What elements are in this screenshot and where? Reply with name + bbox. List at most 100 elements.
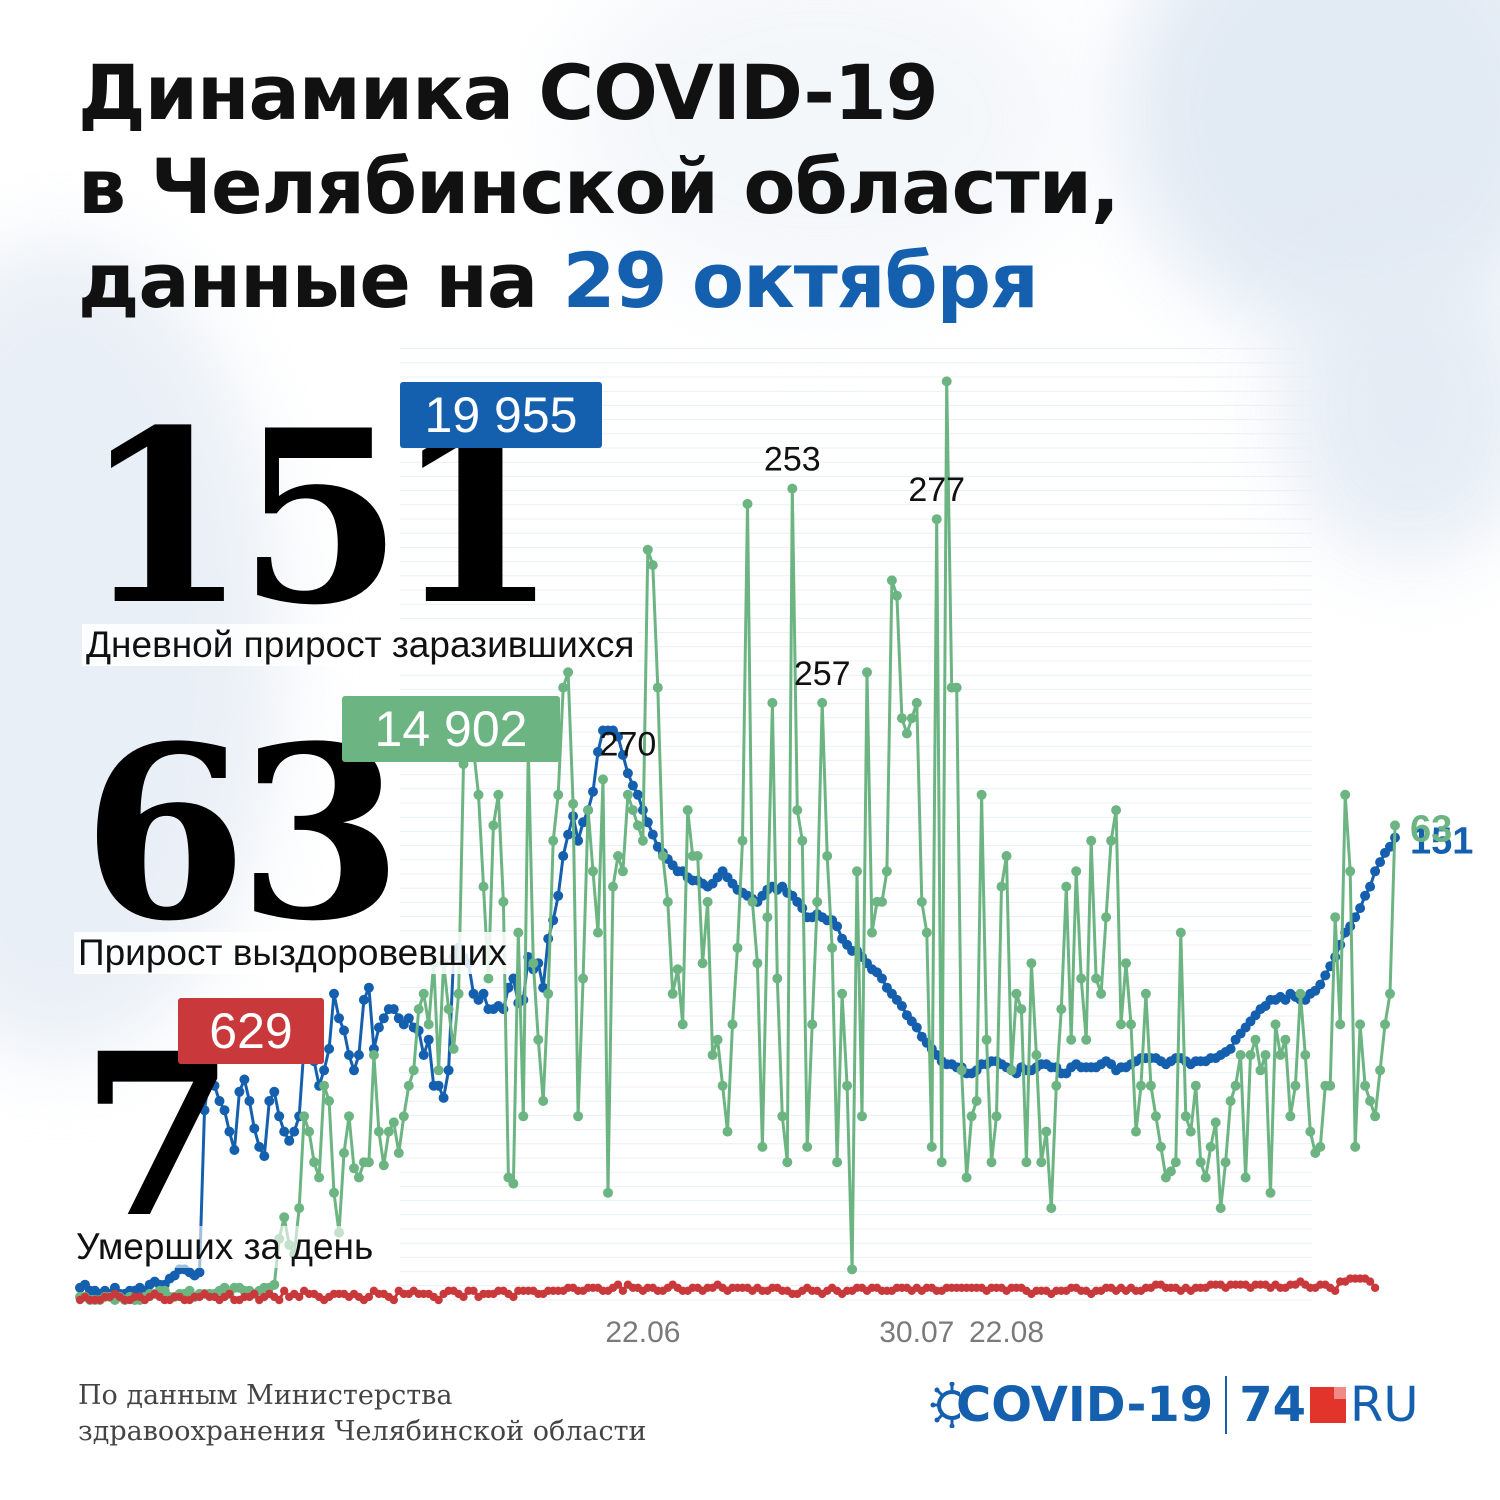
data-point (1106, 835, 1117, 846)
data-point (732, 942, 743, 953)
data-point (448, 1043, 459, 1054)
data-point (459, 1292, 468, 1302)
data-point (1051, 1080, 1062, 1091)
data-point (339, 1148, 349, 1158)
title-date: 29 октября (562, 236, 1039, 325)
data-point (1150, 1111, 1161, 1122)
data-point (513, 927, 524, 938)
data-point (627, 805, 638, 816)
data-point (1140, 988, 1151, 999)
data-point (373, 1022, 384, 1033)
data-point (1295, 988, 1306, 999)
data-point (1355, 1019, 1366, 1030)
data-point (553, 890, 564, 901)
data-point (453, 988, 464, 999)
data-point (857, 1111, 867, 1122)
data-point (1240, 1172, 1251, 1183)
data-point (627, 780, 638, 791)
data-point (214, 1096, 225, 1106)
data-point (225, 1289, 234, 1299)
logo-covid: COVID-19 (956, 1377, 1214, 1433)
data-point (1170, 1157, 1181, 1168)
data-point (1006, 1065, 1017, 1076)
data-point (802, 1141, 813, 1152)
data-point (797, 835, 808, 846)
data-point (349, 1065, 359, 1076)
data-point (1255, 1065, 1266, 1076)
data-point (1136, 1080, 1146, 1091)
data-point (299, 1111, 310, 1122)
data-point (697, 958, 708, 969)
data-point (259, 1151, 270, 1162)
data-point (1081, 1034, 1092, 1045)
data-point (509, 1292, 518, 1302)
data-point (727, 1019, 738, 1030)
data-point (1111, 805, 1122, 816)
data-point (652, 682, 663, 693)
data-point (388, 1117, 399, 1128)
data-point (593, 746, 603, 757)
data-point (1001, 851, 1012, 861)
peak-label: 253 (764, 441, 821, 479)
data-point (1370, 866, 1381, 877)
data-point (1360, 890, 1371, 901)
data-point (817, 697, 828, 708)
data-point (1066, 1034, 1077, 1045)
series-0 (75, 725, 1400, 1299)
data-point (234, 1086, 245, 1097)
data-point (250, 1289, 259, 1299)
logo-divider (1225, 1376, 1228, 1434)
data-point (543, 988, 554, 999)
data-point (677, 1019, 688, 1030)
data-point (1325, 1080, 1336, 1091)
data-point (443, 1065, 454, 1076)
data-point (782, 1157, 793, 1168)
logo-ru: RU (1350, 1377, 1419, 1433)
data-point (613, 851, 623, 861)
data-point (722, 1126, 733, 1137)
data-point (1375, 857, 1386, 868)
virus-icon (930, 1382, 960, 1428)
data-point (403, 1080, 414, 1091)
data-point (637, 835, 648, 846)
data-point (279, 1212, 290, 1223)
data-point (1046, 1203, 1057, 1214)
data-point (617, 866, 628, 877)
data-point (249, 1123, 260, 1134)
data-point (1026, 958, 1037, 969)
data-point (319, 1080, 330, 1091)
data-point (1250, 1034, 1261, 1045)
data-point (324, 1043, 335, 1054)
data-point (632, 820, 643, 831)
data-point (244, 1096, 255, 1106)
data-point (1385, 988, 1395, 999)
data-point (363, 982, 374, 993)
data-point (408, 1065, 419, 1076)
data-point (593, 927, 603, 938)
data-point (642, 544, 653, 555)
deaths-label: Умерших за день (72, 1226, 378, 1268)
data-point (294, 1203, 305, 1214)
data-point (543, 933, 554, 944)
data-point (578, 973, 589, 984)
data-point (1390, 820, 1400, 831)
data-point (578, 817, 589, 828)
data-point (881, 866, 892, 877)
data-point (204, 1068, 215, 1079)
data-point (254, 1141, 265, 1152)
data-point (274, 1111, 285, 1122)
data-point (822, 851, 833, 861)
data-point (368, 1050, 379, 1060)
data-point (383, 1126, 394, 1137)
data-point (1091, 973, 1102, 984)
data-point (1031, 1050, 1042, 1060)
data-point (433, 1080, 444, 1091)
data-point (1275, 1050, 1286, 1060)
peak-label: 270 (600, 725, 657, 763)
data-point (961, 1172, 972, 1183)
data-point (443, 1004, 454, 1015)
data-point (1370, 1111, 1381, 1122)
data-point (996, 881, 1007, 892)
data-point (832, 1157, 843, 1168)
